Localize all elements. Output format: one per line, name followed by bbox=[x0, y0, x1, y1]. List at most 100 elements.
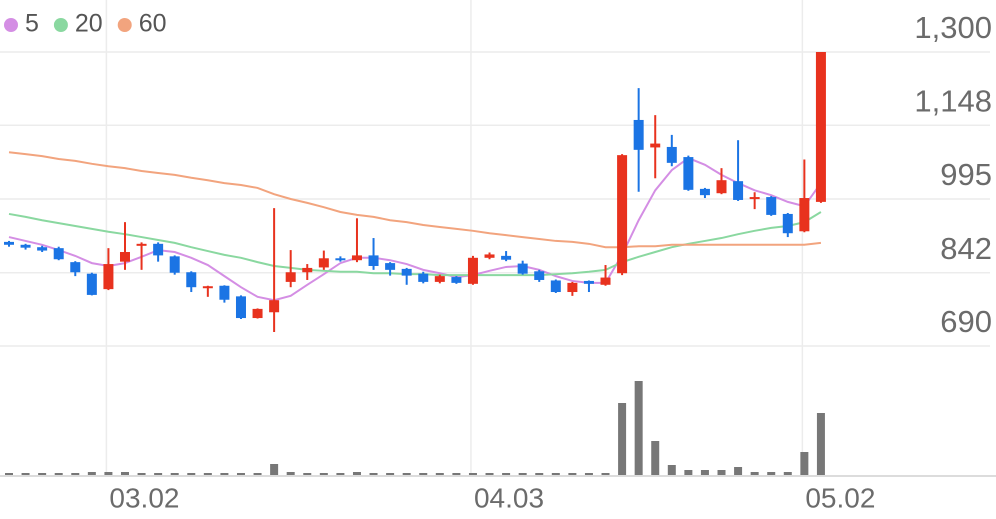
volume-bar bbox=[651, 441, 660, 475]
volume-bar bbox=[700, 470, 709, 475]
volume-bar bbox=[71, 473, 80, 475]
legend-label: 20 bbox=[75, 10, 103, 38]
candle-body bbox=[119, 252, 130, 262]
candle-body bbox=[666, 146, 677, 163]
volume-bar bbox=[468, 473, 477, 475]
volume-bar bbox=[734, 467, 743, 475]
volume-bar bbox=[369, 473, 378, 475]
candle-body bbox=[186, 272, 197, 288]
ma-line bbox=[8, 211, 822, 277]
candle-body bbox=[269, 300, 280, 313]
volume-bar bbox=[452, 473, 461, 475]
volume-bar bbox=[750, 472, 759, 475]
candle-body bbox=[219, 285, 230, 300]
volume-bar bbox=[717, 470, 726, 475]
volume-bar bbox=[800, 452, 809, 475]
volume-bar bbox=[584, 473, 593, 475]
volume-bar bbox=[220, 473, 229, 475]
volume-bar bbox=[236, 473, 245, 475]
y-tick-label: 842 bbox=[940, 231, 992, 266]
volume-bar bbox=[568, 473, 577, 475]
volume-bar bbox=[286, 472, 295, 475]
candle-body bbox=[501, 255, 512, 260]
volume-bar bbox=[54, 473, 63, 475]
volume-bar bbox=[137, 473, 146, 475]
volume-bar bbox=[170, 473, 179, 475]
candle-body bbox=[749, 197, 760, 200]
legend-marker bbox=[4, 18, 18, 32]
volume-bar bbox=[386, 473, 395, 475]
volume-bar bbox=[187, 473, 196, 475]
x-tick-label: 05.02 bbox=[805, 482, 875, 513]
volume-bar bbox=[5, 473, 13, 475]
ma-line bbox=[8, 156, 822, 302]
volume-bar bbox=[601, 473, 610, 475]
volume-bar bbox=[419, 473, 428, 475]
volume-bar bbox=[684, 470, 693, 475]
legend-marker bbox=[117, 18, 132, 32]
candle-body bbox=[202, 286, 213, 289]
candle-body bbox=[335, 258, 346, 261]
volume-bar bbox=[667, 465, 676, 475]
volume-bar bbox=[303, 473, 312, 475]
candle-body bbox=[766, 197, 777, 215]
candle-body bbox=[351, 255, 362, 261]
candle-body bbox=[683, 157, 694, 190]
x-tick-label: 03.02 bbox=[109, 482, 179, 513]
candle-body bbox=[86, 273, 97, 295]
volume-bar bbox=[502, 473, 511, 475]
candle-body bbox=[617, 155, 628, 274]
candle-body bbox=[484, 254, 495, 258]
volume-bar bbox=[21, 473, 30, 475]
volume-bar bbox=[402, 473, 411, 475]
volume-bar bbox=[336, 473, 345, 475]
volume-bar bbox=[816, 413, 825, 475]
candle-body bbox=[467, 257, 478, 284]
candle-body bbox=[318, 258, 329, 268]
y-tick-label: 1,300 bbox=[914, 10, 992, 45]
candle-body bbox=[20, 244, 31, 248]
candle-body bbox=[567, 282, 578, 293]
volume-bar bbox=[551, 473, 560, 475]
candle-body bbox=[534, 271, 545, 280]
y-tick-label: 690 bbox=[940, 304, 992, 339]
candle-body bbox=[385, 263, 396, 270]
volume-bar bbox=[154, 473, 163, 475]
candle-body bbox=[169, 256, 180, 273]
candle-body bbox=[235, 296, 246, 319]
volume-bar bbox=[352, 472, 361, 475]
volume-bar bbox=[485, 473, 494, 475]
candle-body bbox=[285, 272, 296, 282]
candle-body bbox=[37, 247, 48, 251]
candle-body bbox=[583, 280, 594, 284]
y-tick-label: 995 bbox=[940, 157, 992, 192]
candle-body bbox=[716, 180, 727, 194]
candle-body bbox=[600, 277, 611, 285]
candle-body bbox=[252, 308, 263, 319]
volume-bar bbox=[203, 473, 212, 475]
legend-label: 60 bbox=[139, 10, 167, 38]
legend-label: 5 bbox=[25, 10, 39, 38]
ma-line bbox=[8, 151, 822, 249]
candle-body bbox=[153, 243, 164, 256]
candle-body bbox=[302, 267, 313, 273]
candle-body bbox=[782, 213, 793, 234]
candle-body bbox=[550, 280, 561, 293]
candle-body bbox=[451, 277, 462, 283]
candle-body bbox=[4, 241, 14, 245]
candle-body bbox=[434, 276, 445, 282]
x-tick-label: 04.03 bbox=[474, 482, 544, 513]
candle-body bbox=[815, 52, 826, 202]
volume-bar bbox=[535, 473, 544, 475]
volume-bar bbox=[783, 472, 792, 475]
candle-body bbox=[633, 119, 644, 150]
legend-marker bbox=[53, 18, 68, 32]
volume-bar bbox=[319, 473, 328, 475]
volume-bar bbox=[767, 472, 776, 475]
candle-body bbox=[136, 243, 147, 246]
candle-body bbox=[733, 181, 744, 200]
volume-bar bbox=[618, 403, 627, 475]
candle-body bbox=[70, 262, 81, 273]
volume-bar bbox=[253, 473, 262, 475]
